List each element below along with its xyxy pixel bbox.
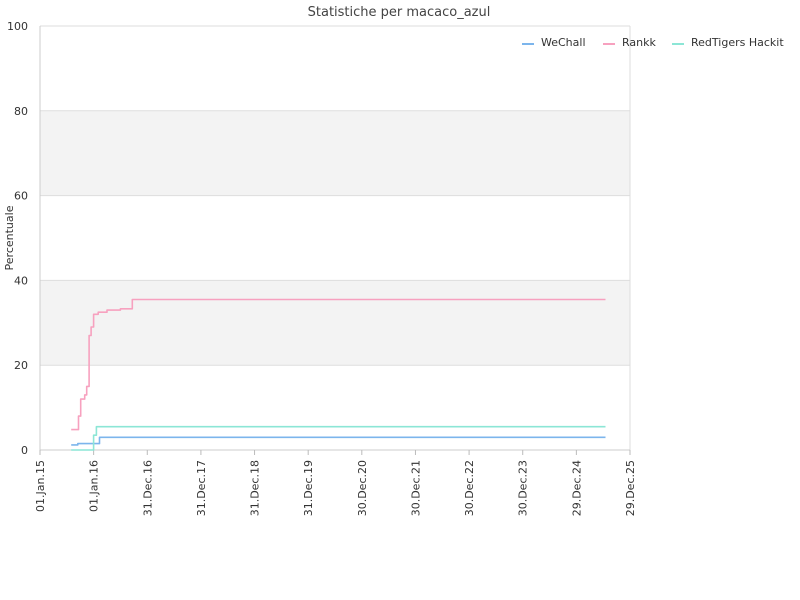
y-ticks: 0 20 40 60 80 100 — [7, 20, 28, 457]
y-tick-label: 40 — [14, 274, 28, 287]
x-tick-label: 29.Dec.25 — [624, 460, 637, 516]
series-line-rankk — [71, 298, 606, 431]
y-tick-label: 20 — [14, 359, 28, 372]
x-tick-label: 31.Dec.19 — [302, 460, 315, 516]
legend-label: WeChall — [541, 36, 586, 49]
x-tick-label: 01.Jan.16 — [88, 460, 101, 512]
y-tick-label: 100 — [7, 20, 28, 33]
y-tick-label: 60 — [14, 190, 28, 203]
axes — [39, 26, 631, 451]
x-ticks: 01.Jan.15 01.Jan.16 31.Dec.16 31.Dec.17 31.D… — [34, 450, 637, 516]
grid-band — [40, 110, 630, 196]
legend-label: Rankk — [622, 36, 656, 49]
series-line-redtigers-hackit — [71, 425, 606, 451]
legend-label: RedTigers Hackit — [691, 36, 784, 49]
grid-band — [40, 280, 630, 366]
x-tick-label: 30.Dec.20 — [356, 460, 369, 516]
x-tick-label: 31.Dec.17 — [195, 460, 208, 516]
x-tick-label: 29.Dec.24 — [570, 460, 583, 516]
grid-bands — [40, 110, 630, 366]
legend-item-wechall[interactable]: WeChall — [522, 36, 586, 49]
grid-lines — [40, 25, 630, 451]
x-tick-label: 31.Dec.18 — [249, 460, 262, 516]
x-tick-label: 30.Dec.23 — [517, 460, 530, 516]
y-tick-label: 80 — [14, 105, 28, 118]
y-tick-label: 0 — [21, 444, 28, 457]
legend-item-rankk[interactable]: Rankk — [603, 36, 656, 49]
series-lines — [71, 298, 606, 451]
chart-title: Statistiche per macaco_azul — [308, 5, 491, 20]
y-axis-label: Percentuale — [3, 205, 16, 270]
legend-item-redtigers-hackit[interactable]: RedTigers Hackit — [672, 36, 784, 49]
series-line-wechall — [71, 436, 606, 446]
x-tick-label: 31.Dec.16 — [141, 460, 154, 516]
legend[interactable]: WeChall Rankk RedTigers Hackit — [522, 36, 784, 49]
x-tick-label: 30.Dec.21 — [409, 460, 422, 516]
x-tick-label: 01.Jan.15 — [34, 460, 47, 512]
x-tick-label: 30.Dec.22 — [463, 460, 476, 516]
